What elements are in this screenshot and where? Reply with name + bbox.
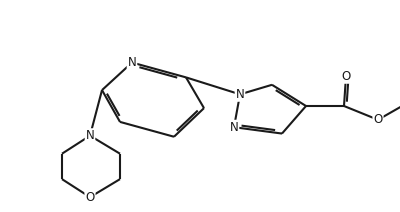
Text: O: O <box>85 191 95 204</box>
Text: N: N <box>128 56 136 69</box>
Text: N: N <box>236 88 244 101</box>
Text: O: O <box>341 70 351 83</box>
Text: N: N <box>86 129 94 142</box>
Text: O: O <box>373 113 383 126</box>
Text: N: N <box>230 121 238 134</box>
